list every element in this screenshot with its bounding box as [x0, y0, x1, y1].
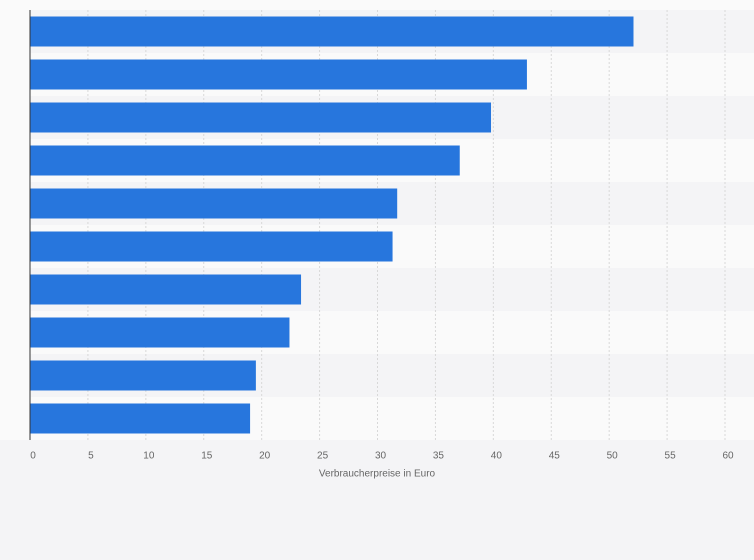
bar — [30, 102, 492, 133]
bar — [30, 317, 290, 348]
bar — [30, 145, 460, 176]
x-axis-label: Verbraucherpreise in Euro — [319, 469, 436, 480]
x-tick-label: 35 — [433, 451, 445, 462]
x-tick-label: 50 — [607, 451, 619, 462]
x-tick-label: 0 — [30, 451, 36, 462]
bar — [30, 188, 398, 219]
x-tick-label: 25 — [317, 451, 329, 462]
x-tick-label: 30 — [375, 451, 387, 462]
bar — [30, 274, 302, 305]
bar — [30, 403, 251, 434]
x-tick-label: 20 — [259, 451, 271, 462]
x-tick-label: 60 — [722, 451, 734, 462]
bar — [30, 360, 256, 391]
bar — [30, 16, 634, 47]
x-tick-label: 10 — [143, 451, 155, 462]
x-tick-label: 5 — [88, 451, 94, 462]
x-tick-label: 15 — [201, 451, 213, 462]
x-tick-label: 40 — [491, 451, 503, 462]
bar — [30, 59, 527, 90]
x-tick-label: 45 — [549, 451, 561, 462]
x-tick-label: 55 — [665, 451, 677, 462]
bar — [30, 231, 393, 262]
